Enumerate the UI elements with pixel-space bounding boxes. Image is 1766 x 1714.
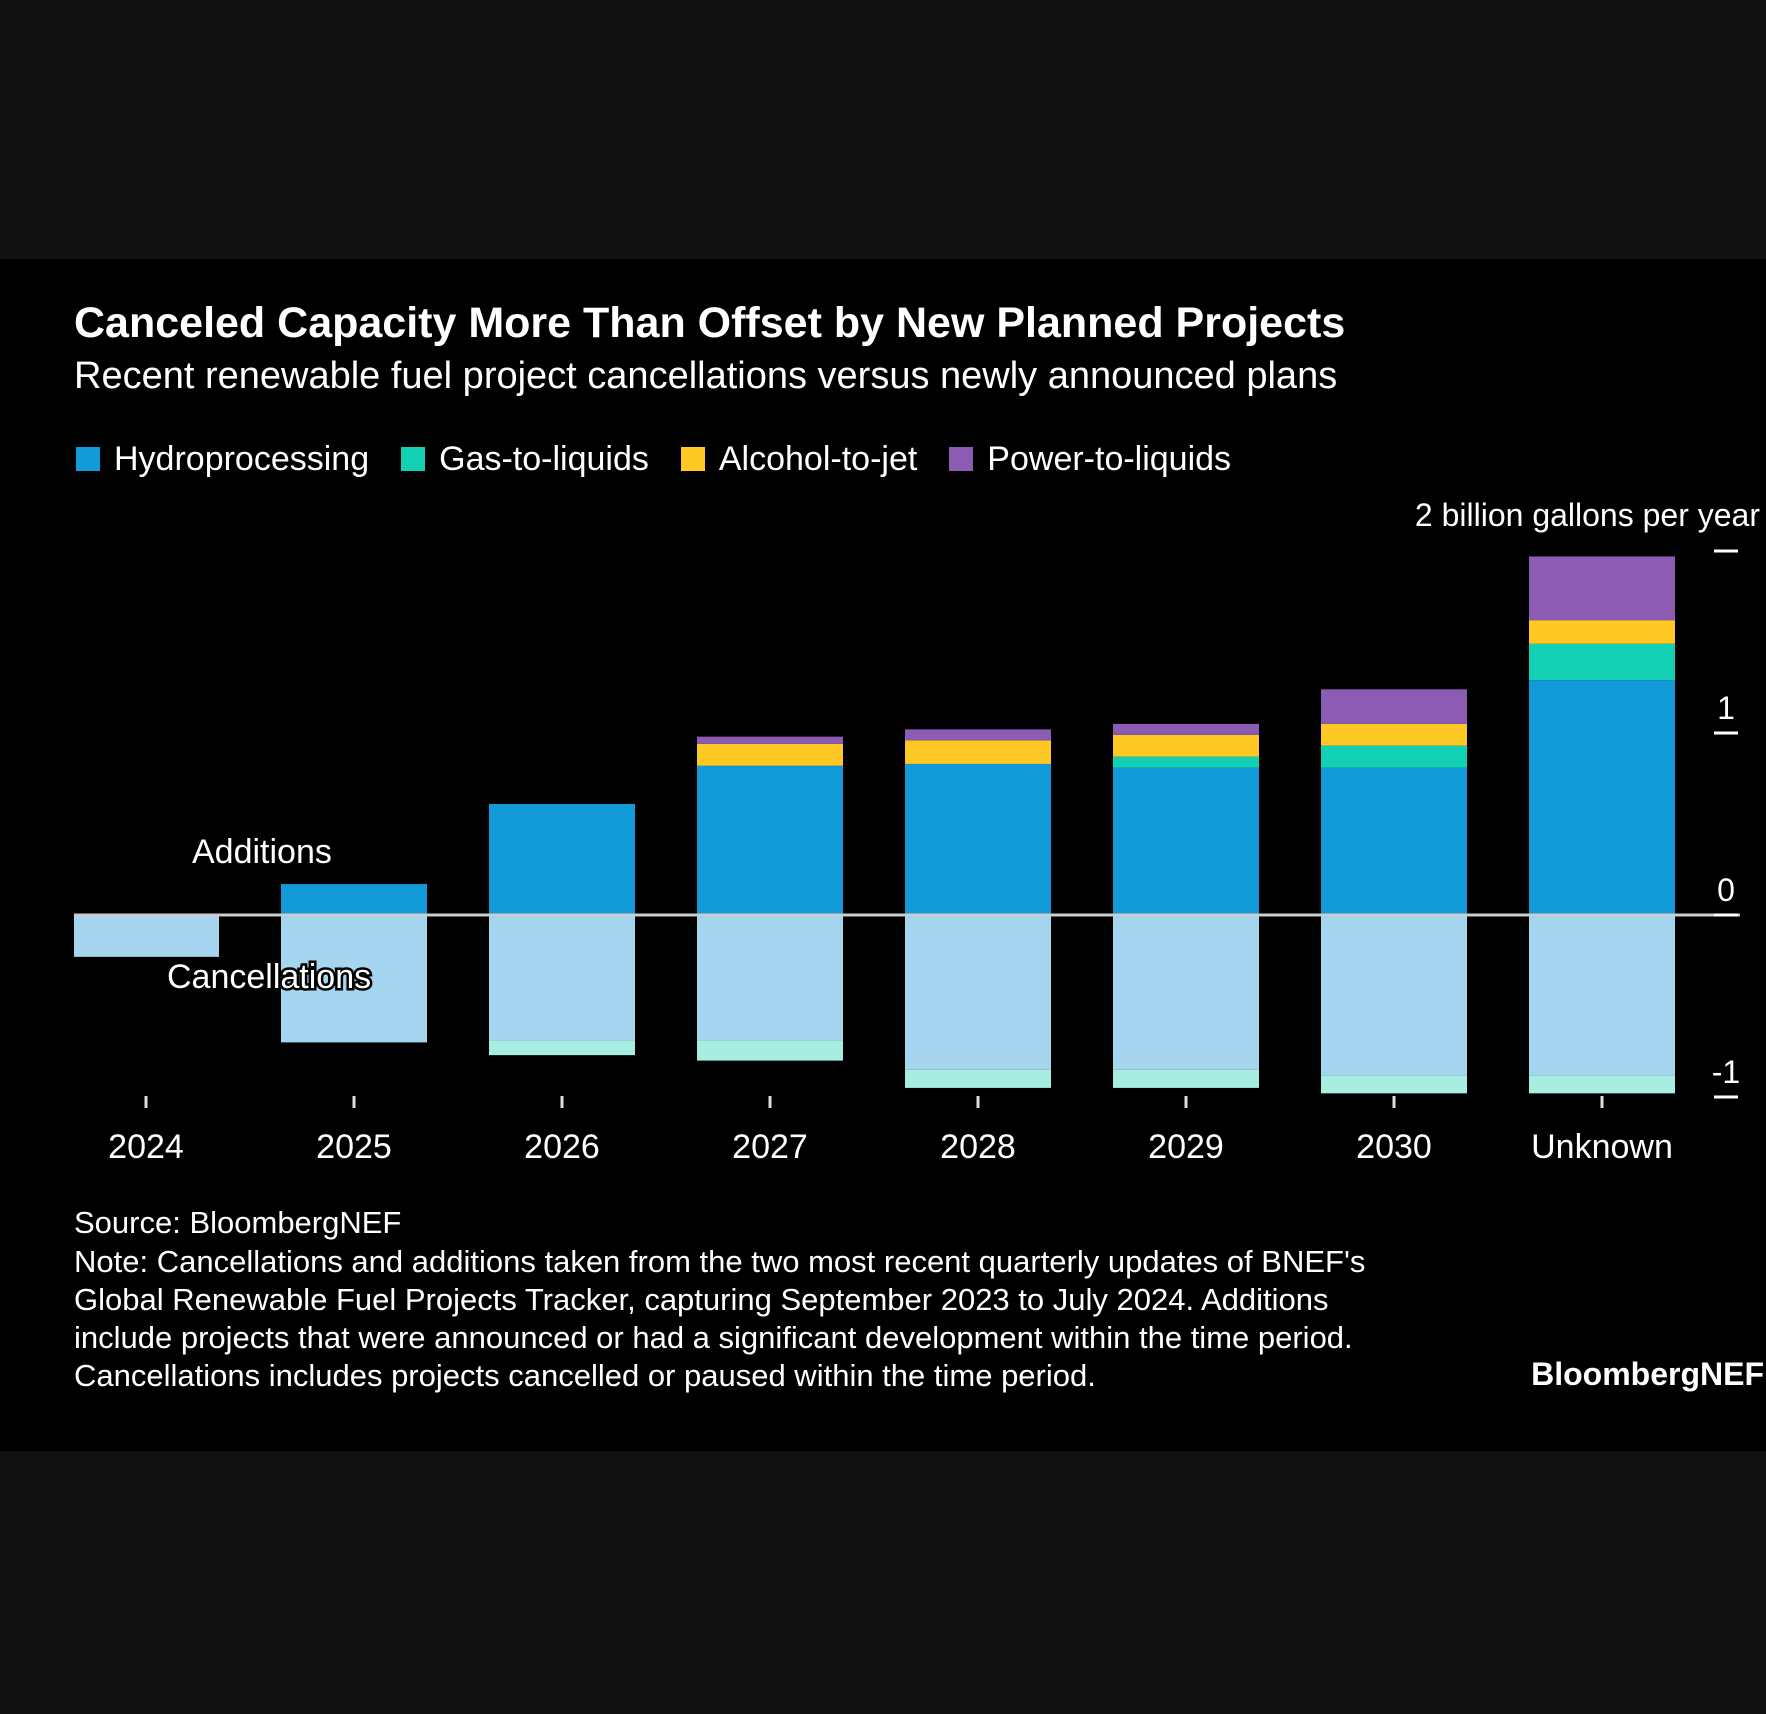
axis-layer [74,549,1740,1108]
x-tick-label-2027: 2027 [732,1128,808,1166]
annotation-cancellations: Cancellations [167,958,371,996]
y-tick-label-0: 0 [1717,872,1735,908]
legend-swatch-gas-to-liquids [401,447,426,471]
legend-label-gas-to-liquids: Gas-to-liquids [439,439,649,478]
bar-cancellations-hydroprocessing-2025 [281,915,427,1043]
bar-additions-alcohol-to-jet-2029 [1113,734,1259,757]
footnote: Note: Cancellations and additions taken … [74,1243,1494,1395]
legend-item-gas-to-liquids: Gas-to-liquids [401,440,649,479]
legend-swatch-hydroprocessing [76,447,100,471]
label-layer: 2024 2025 2026 2027 2028 2029 2030 Unknown 1 0 -1 2… [108,497,1760,1166]
brand-logo-text: BloombergNEF [1531,1356,1764,1392]
bar-cancellations-hydroprocessing-unknown [1529,915,1675,1076]
legend-item-power-to-liquids: Power-to-liquids [949,440,1231,479]
bar-additions-alcohol-to-jet-2028 [905,740,1051,764]
x-tick-label-2029: 2029 [1148,1128,1224,1166]
bar-additions-power-to-liquids-2027 [697,736,843,744]
footnote-line-1: Note: Cancellations and additions taken … [74,1244,1366,1279]
bar-cancellations-gas-to-liquids-unknown [1529,1075,1675,1094]
bar-cancellations-gas-to-liquids-2027 [697,1040,843,1061]
bar-additions-hydroprocessing-2026 [489,803,635,915]
x-tick-label-2030: 2030 [1356,1128,1432,1166]
x-tick-label-2028: 2028 [940,1128,1016,1166]
bar-cancellations-hydroprocessing-2024 [74,915,219,957]
bar-additions-power-to-liquids-unknown [1529,556,1675,621]
footnote-line-3: include projects that were announced or … [74,1320,1353,1355]
y-tick-label--1: -1 [1712,1054,1740,1090]
bar-cancellations-gas-to-liquids-2026 [489,1040,635,1056]
bar-cancellations-gas-to-liquids-2029 [1113,1069,1259,1088]
bar-additions-alcohol-to-jet-unknown [1529,620,1675,644]
legend: Hydroprocessing Gas-to-liquids Alcohol-t… [76,437,1263,481]
x-tick-label-2025: 2025 [316,1128,392,1166]
legend-swatch-power-to-liquids [949,447,974,471]
bar-cancellations-gas-to-liquids-2030 [1321,1075,1467,1094]
bars-layer [74,556,1675,1094]
chart-subtitle: Recent renewable fuel project cancellati… [74,355,1338,397]
legend-item-alcohol-to-jet: Alcohol-to-jet [680,439,918,479]
annotation-additions: Additions [192,833,332,871]
bar-additions-gas-to-liquids-unknown [1529,643,1675,681]
bar-additions-hydroprocessing-2030 [1321,767,1467,915]
bar-additions-power-to-liquids-2029 [1113,723,1259,735]
legend-swatch-alcohol-to-jet [680,447,705,471]
y-tick-label-1: 1 [1717,690,1735,726]
chart-card: Canceled Capacity More Than Offset by Ne… [0,259,1766,1451]
footnote-line-4: Cancellations includes projects cancelle… [74,1358,1096,1393]
bar-additions-hydroprocessing-2028 [905,763,1051,915]
bar-additions-hydroprocessing-2029 [1113,767,1259,915]
legend-label-hydroprocessing: Hydroprocessing [114,439,370,478]
bar-cancellations-hydroprocessing-2028 [905,915,1051,1070]
bar-cancellations-gas-to-liquids-2028 [905,1069,1051,1088]
source-note: Source: BloombergNEF [74,1205,402,1240]
footnote-line-2: Global Renewable Fuel Projects Tracker, … [74,1282,1329,1317]
bar-additions-alcohol-to-jet-2030 [1321,723,1467,746]
legend-label-alcohol-to-jet: Alcohol-to-jet [718,439,918,478]
x-tick-label-2024: 2024 [108,1128,184,1166]
bar-additions-hydroprocessing-2027 [697,765,843,915]
bar-additions-power-to-liquids-2030 [1321,689,1467,724]
bar-additions-hydroprocessing-2025 [281,884,427,915]
bar-cancellations-hydroprocessing-2026 [489,915,635,1041]
legend-item-hydroprocessing: Hydroprocessing [76,440,369,479]
chart-title: Canceled Capacity More Than Offset by Ne… [74,299,1346,347]
x-tick-label-unknown: Unknown [1531,1128,1673,1166]
bar-additions-power-to-liquids-2028 [905,729,1051,741]
bar-additions-alcohol-to-jet-2027 [697,743,843,766]
y-axis-unit-label: 2 billion gallons per year [1415,497,1760,533]
legend-label-power-to-liquids: Power-to-liquids [987,439,1232,478]
bar-chart-plot: 2024 2025 2026 2027 2028 2029 2030 Unknown 1 0 -1 2… [74,497,1760,1166]
bar-additions-gas-to-liquids-2030 [1321,745,1467,768]
bar-additions-gas-to-liquids-2029 [1113,756,1259,768]
bar-additions-hydroprocessing-unknown [1529,680,1675,915]
bar-cancellations-hydroprocessing-2027 [697,915,843,1041]
bar-cancellations-hydroprocessing-2029 [1113,915,1259,1070]
x-tick-label-2026: 2026 [524,1128,600,1166]
bar-cancellations-hydroprocessing-2030 [1321,915,1467,1076]
